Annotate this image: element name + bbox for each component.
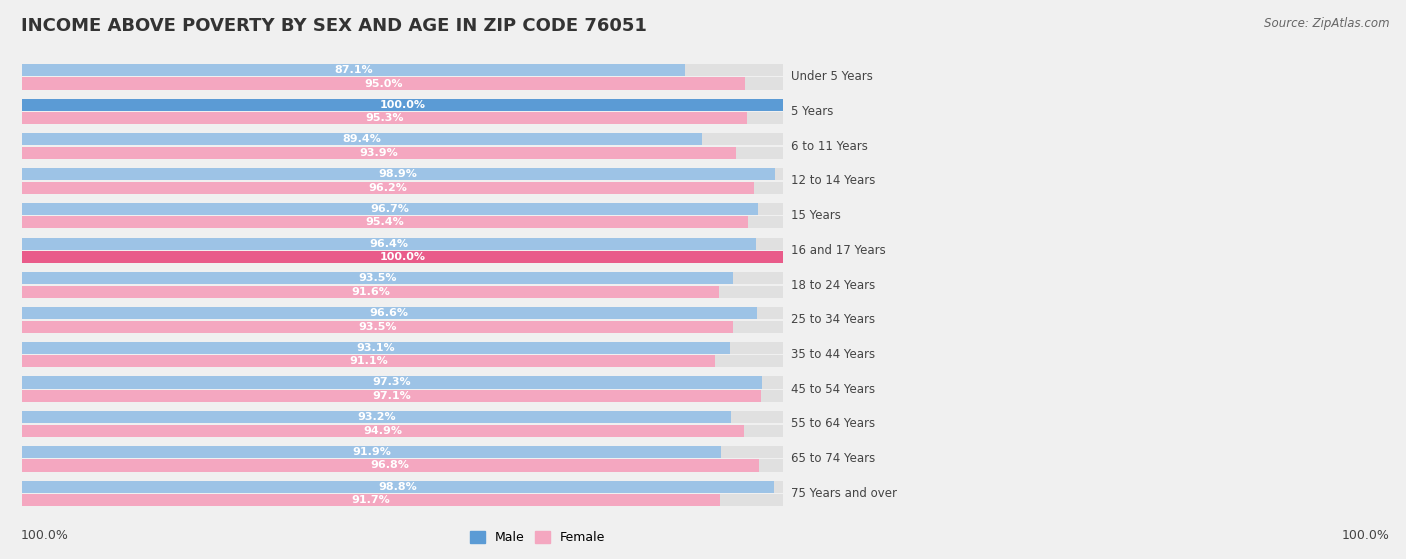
Text: 98.8%: 98.8% [378,482,418,492]
Bar [21,98,783,111]
Bar [21,98,783,111]
Text: Under 5 Years: Under 5 Years [790,70,872,83]
Text: INCOME ABOVE POVERTY BY SEX AND AGE IN ZIP CODE 76051: INCOME ABOVE POVERTY BY SEX AND AGE IN Z… [21,17,647,35]
Bar [21,216,748,229]
Bar [21,459,759,472]
Bar [21,376,762,389]
Text: 100.0%: 100.0% [380,252,425,262]
Bar [21,307,756,319]
Text: 16 and 17 Years: 16 and 17 Years [790,244,886,257]
Bar [21,78,745,89]
Text: 96.8%: 96.8% [371,461,409,471]
Text: 91.1%: 91.1% [349,356,388,366]
Bar [21,425,783,437]
Text: Source: ZipAtlas.com: Source: ZipAtlas.com [1264,17,1389,30]
Text: 94.9%: 94.9% [363,426,402,436]
Text: 95.0%: 95.0% [364,78,402,88]
Bar [21,320,783,333]
Text: 91.6%: 91.6% [352,287,389,297]
Text: 93.5%: 93.5% [359,321,396,331]
Bar [21,272,783,285]
Bar [21,376,783,389]
Bar [21,147,783,159]
Legend: Male, Female: Male, Female [465,526,610,549]
Bar [21,168,775,180]
Bar [21,182,783,194]
Bar [21,134,783,145]
Bar [21,459,783,472]
Bar [21,446,721,458]
Bar [21,307,783,319]
Bar [21,481,773,492]
Text: 91.7%: 91.7% [352,495,389,505]
Text: 18 to 24 Years: 18 to 24 Years [790,278,875,292]
Text: 91.9%: 91.9% [352,447,391,457]
Bar [21,494,783,506]
Bar [21,203,783,215]
Text: 25 to 34 Years: 25 to 34 Years [790,313,875,326]
Text: 35 to 44 Years: 35 to 44 Years [790,348,875,361]
Text: 6 to 11 Years: 6 to 11 Years [790,140,868,153]
Bar [21,411,731,423]
Bar [21,286,783,298]
Text: 65 to 74 Years: 65 to 74 Years [790,452,875,465]
Bar [21,251,783,263]
Bar [21,64,783,76]
Bar [21,355,716,367]
Text: 96.6%: 96.6% [370,308,409,318]
Text: 89.4%: 89.4% [343,134,381,144]
Bar [21,446,783,458]
Bar [21,216,783,229]
Bar [21,251,783,263]
Text: 55 to 64 Years: 55 to 64 Years [790,418,875,430]
Bar [21,411,783,423]
Text: 98.9%: 98.9% [378,169,418,179]
Text: 95.3%: 95.3% [366,113,404,123]
Bar [21,238,755,250]
Bar [21,342,783,354]
Text: 96.2%: 96.2% [368,183,408,193]
Bar [21,168,783,180]
Bar [21,134,702,145]
Bar [21,238,783,250]
Text: 45 to 54 Years: 45 to 54 Years [790,383,875,396]
Text: 15 Years: 15 Years [790,209,841,222]
Bar [21,355,783,367]
Text: 93.5%: 93.5% [359,273,396,283]
Bar [21,286,718,298]
Bar [21,320,734,333]
Text: 87.1%: 87.1% [333,65,373,75]
Bar [21,481,783,492]
Text: 97.1%: 97.1% [373,391,411,401]
Text: 93.1%: 93.1% [357,343,395,353]
Text: 75 Years and over: 75 Years and over [790,487,897,500]
Text: 12 to 14 Years: 12 to 14 Years [790,174,875,187]
Text: 100.0%: 100.0% [380,100,425,110]
Bar [21,182,754,194]
Text: 96.7%: 96.7% [370,204,409,214]
Text: 93.9%: 93.9% [360,148,398,158]
Text: 97.3%: 97.3% [373,377,412,387]
Text: 95.4%: 95.4% [366,217,404,228]
Bar [21,64,685,76]
Bar [21,425,744,437]
Bar [21,494,720,506]
Bar [21,272,734,285]
Bar [21,342,730,354]
Text: 96.4%: 96.4% [370,239,408,249]
Bar [21,78,783,89]
Text: 100.0%: 100.0% [1341,529,1389,542]
Text: 93.2%: 93.2% [357,412,395,422]
Text: 5 Years: 5 Years [790,105,832,118]
Bar [21,203,758,215]
Bar [21,112,747,124]
Text: 100.0%: 100.0% [21,529,69,542]
Bar [21,112,783,124]
Bar [21,147,737,159]
Bar [21,390,761,402]
Bar [21,390,783,402]
